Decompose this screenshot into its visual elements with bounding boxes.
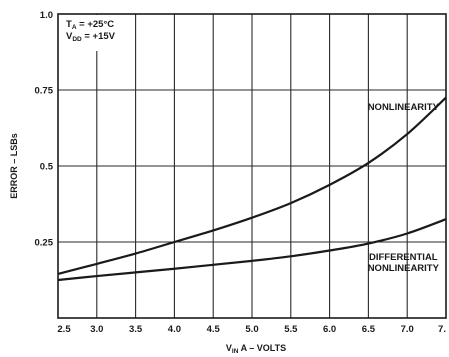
chart-grid [58, 14, 446, 318]
x-tick-label-8: 6.5 [362, 324, 376, 335]
y-tick-label-4: 1.0 [40, 10, 53, 21]
x-tick-label-6: 5.5 [284, 324, 298, 335]
x-tick-label-10: 7. [438, 324, 446, 335]
condition-1: VDD = +15V [66, 31, 116, 43]
x-tick-label-2: 3.5 [129, 324, 143, 335]
x-axis-label-sub: IN [232, 348, 239, 355]
x-tick-label-4: 4.5 [207, 324, 221, 335]
y-axis-label: ERROR – LSBs [9, 133, 19, 199]
chart-series [57, 96, 447, 282]
y-tick-label-3: 0.75 [35, 86, 54, 97]
x-axis-label-rest: A – VOLTS [238, 343, 286, 353]
condition-1-part-2: = +15V [82, 31, 116, 42]
condition-0: TA = +25°C [66, 19, 114, 31]
plot-frame [57, 13, 447, 319]
annotation-0-line-0: NONLINEARITY [368, 102, 440, 113]
condition-1-part-1: DD [72, 36, 82, 43]
series-line-0 [57, 96, 447, 275]
condition-1-part-0: V [66, 31, 73, 42]
condition-0-part-1: A [72, 24, 77, 31]
condition-0-part-0: T [66, 19, 72, 30]
tick-labels: 2.5 3.0 3.5 4.0 4.5 5.0 5.5 6.0 6.5 7.0 7. 0.25 0.5 0… [35, 10, 446, 335]
annotation-0: NONLINEARITY [368, 102, 440, 113]
y-tick-label-1: 0.25 [35, 238, 54, 249]
x-tick-label-9: 7.0 [401, 324, 414, 335]
series-line-1 [57, 218, 447, 282]
condition-0-part-2: = +25°C [77, 19, 115, 30]
annotation-1-line-1: NONLINEARITY [368, 263, 440, 274]
x-tick-label-3: 4.0 [168, 324, 181, 335]
annotation-1: DIFFERENTIAL NONLINEARITY [368, 252, 440, 274]
x-axis-label: VIN A – VOLTS [226, 343, 286, 355]
x-tick-label-0: 2.5 [57, 324, 71, 335]
x-axis-label-main: V [226, 343, 232, 353]
y-tick-label-2: 0.5 [40, 162, 54, 173]
annotation-1-line-0: DIFFERENTIAL [369, 252, 438, 263]
conditions-backdrop [59, 15, 135, 51]
x-tick-label-1: 3.0 [90, 324, 103, 335]
x-tick-label-5: 5.0 [245, 324, 258, 335]
x-tick-label-7: 6.0 [323, 324, 336, 335]
